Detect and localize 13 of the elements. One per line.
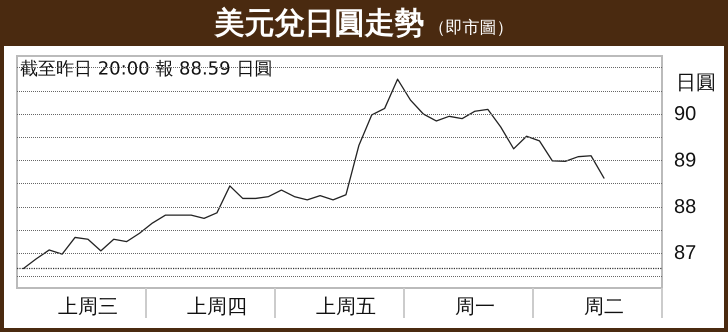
y-axis-title: 日圓: [676, 70, 716, 94]
chart-subtitle: （即市圖）: [428, 16, 514, 38]
x-tick-label: 周一: [454, 294, 495, 318]
chart-title: 美元兌日圓走勢: [214, 4, 424, 42]
y-tick-label: 89: [674, 149, 696, 172]
y-tick-label: 87: [674, 242, 696, 264]
x-tick-label: 周二: [584, 294, 624, 318]
y-tick-label: 90: [674, 103, 696, 125]
x-tick-label: 上周三: [58, 294, 118, 318]
line-series: [22, 78, 605, 270]
x-tick-label: 上周四: [186, 294, 247, 318]
x-tick-label: 上周五: [316, 294, 376, 318]
y-tick-label: 88: [674, 196, 696, 218]
